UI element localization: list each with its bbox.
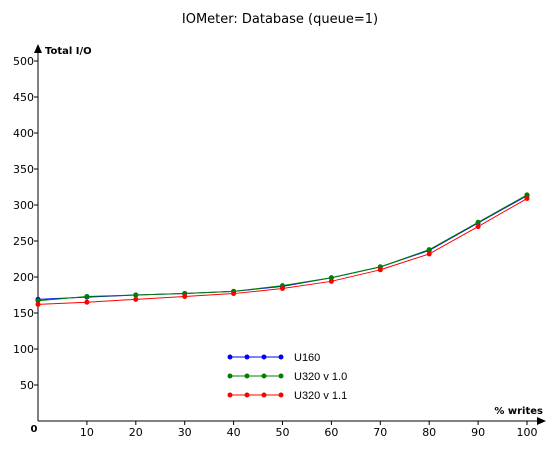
y-tick-label: 450 [13,91,34,104]
x-axis-label: % writes [494,406,543,417]
data-point [133,292,139,298]
legend-swatch-dot [227,392,233,398]
legend-swatch-dot [227,354,233,360]
legend-swatch-dot [261,373,267,379]
data-point [475,224,481,230]
data-point [377,267,383,273]
x-tick-label: 90 [471,426,485,439]
data-point [182,293,188,299]
data-point [475,219,481,225]
axis-ticks: 10 20 30 40 50 60 70 80 90 100 50 100 150 200 250 300 35… [13,55,538,439]
legend-swatch-dot [244,354,250,360]
data-point [524,196,530,202]
legend-swatch-dot [278,354,284,360]
y-tick-label: 400 [13,127,34,140]
legend-swatch-dot [261,354,267,360]
y-tick-label: 300 [13,199,34,212]
y-axis-label: Total I/O [45,46,92,57]
y-tick-label: 150 [13,307,34,320]
data-point [35,301,41,307]
x-tick-label: 20 [129,426,143,439]
legend: U160 U320 v 1.0 U320 v 1.1 [227,352,347,402]
x-tick-label: 100 [517,426,538,439]
data-point [426,247,432,253]
legend-swatch-dot [261,392,267,398]
series-2 [35,196,530,307]
legend-item: U160 [227,352,320,364]
x-tick-label: 70 [373,426,387,439]
legend-label: U320 v 1.0 [294,371,347,383]
y-tick-label: 250 [13,235,34,248]
data-point [133,296,139,302]
data-point [328,275,334,281]
y-tick-label: 200 [13,271,34,284]
legend-swatch-dot [244,373,250,379]
data-point [426,251,432,257]
x-tick-label: 80 [422,426,436,439]
x-tick-label: 60 [324,426,338,439]
y-axis-arrow [34,44,42,53]
y-tick-label: 50 [20,379,34,392]
series-lines [35,192,530,307]
legend-item: U320 v 1.0 [227,371,347,383]
y-tick-label: 350 [13,163,34,176]
y-tick-label: 500 [13,55,34,68]
legend-item: U320 v 1.1 [227,390,347,402]
data-point [524,192,530,198]
data-point [280,286,285,292]
x-tick-label: 50 [276,426,290,439]
x-tick-label: 10 [80,426,94,439]
x-tick-label: 40 [227,426,241,439]
legend-swatch-dot [278,373,284,379]
legend-swatch-dot [244,392,250,398]
data-point [84,293,90,299]
legend-label: U320 v 1.1 [294,390,347,402]
data-point [328,278,334,284]
x-tick-label: 30 [178,426,192,439]
data-point [35,298,41,304]
legend-swatch-dot [278,392,284,398]
data-point [231,291,237,297]
legend-swatch-dot [227,373,233,379]
legend-label: U160 [294,352,320,364]
origin-label: 0 [31,424,38,435]
x-axis-arrow [537,417,546,425]
y-tick-label: 100 [13,343,34,356]
data-point [84,299,90,305]
chart-title: IOMeter: Database (queue=1) [182,12,378,27]
